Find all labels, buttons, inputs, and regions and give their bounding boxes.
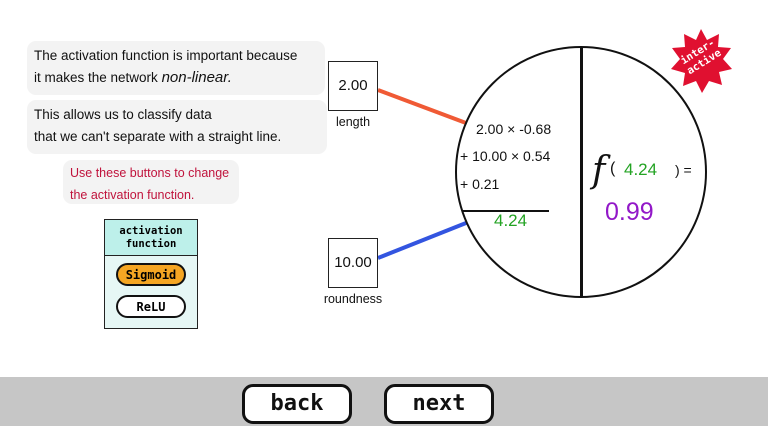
explanation-line-1: The activation function is important bec… [34,48,298,63]
length-label: length [335,115,371,129]
formula-line-3: + 0.21 [460,176,500,192]
neuron-output: 0.99 [605,198,654,226]
sigmoid-button[interactable]: Sigmoid [116,263,186,286]
sum-underline [463,210,549,212]
hint-line-1: Use these buttons to change [70,166,230,180]
hint-line-2: the activation function. [70,188,195,202]
roundness-label: roundness [323,292,383,306]
non-linear-emphasis: non-linear. [161,69,232,86]
explanation-line-2: it makes the network non-linear. [34,69,232,86]
explanation-line-3: This allows us to classify data [34,107,212,122]
explanation-line-4: that we can't separate with a straight l… [34,129,282,144]
back-button[interactable]: back [242,384,352,424]
neuron-divider [580,47,583,297]
relu-button[interactable]: ReLU [116,295,186,318]
activation-function-panel: activation function Sigmoid ReLU [104,219,198,329]
explanation-bubble-2: This allows us to classify data that we … [27,100,327,154]
function-close-equals: ) = [675,162,692,178]
activation-panel-title: activation function [105,220,197,256]
formula-line-2: + 10.00 × 0.54 [460,148,551,164]
activation-f-symbol: f [592,150,606,191]
formula-line-1: 2.00 × -0.68 [476,121,552,137]
length-input-value: 2.00 [328,61,378,111]
roundness-input-value: 10.00 [328,238,378,288]
length-connection [377,88,467,125]
weighted-sum: 4.24 [494,211,528,230]
activation-hint: Use these buttons to change the activati… [63,160,239,204]
function-open-paren: ( [610,160,616,177]
explanation-bubble-1: The activation function is important bec… [27,41,325,95]
starburst-icon [671,29,732,93]
next-button[interactable]: next [384,384,494,424]
interactive-badge: inter- active [668,28,734,94]
roundness-connection [377,221,467,260]
function-argument: 4.24 [624,160,658,179]
